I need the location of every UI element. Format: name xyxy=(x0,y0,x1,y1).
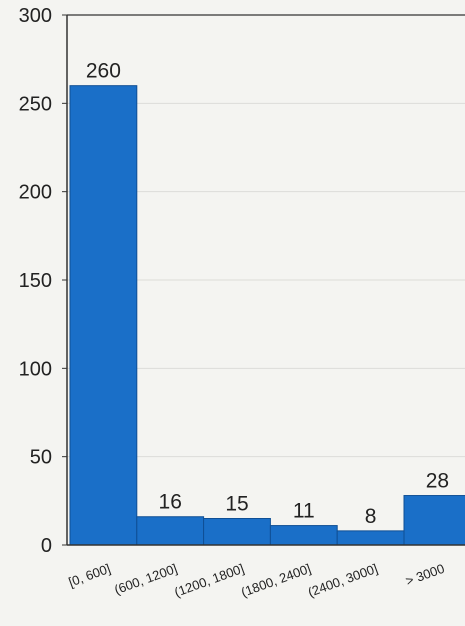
x-category-label: > 3000 xyxy=(404,561,447,589)
bar xyxy=(269,525,338,546)
bar xyxy=(403,495,465,546)
y-tick-label: 150 xyxy=(19,270,52,292)
y-tick-label: 200 xyxy=(19,182,52,204)
bars xyxy=(69,85,465,546)
y-tick-label: 100 xyxy=(19,358,52,380)
x-category-label: (2400, 3000] xyxy=(306,561,380,600)
x-category-label: [0, 600] xyxy=(67,561,113,590)
data-label: 11 xyxy=(293,500,315,523)
data-label: 260 xyxy=(86,60,121,83)
axes xyxy=(62,14,465,546)
x-category-label: (600, 1200] xyxy=(112,561,179,598)
bar xyxy=(203,518,271,546)
data-label: 28 xyxy=(426,470,449,493)
y-tick-label: 300 xyxy=(19,5,52,27)
y-tick-label: 250 xyxy=(19,93,52,115)
bar xyxy=(69,85,138,546)
data-label: 16 xyxy=(159,491,182,514)
y-tick-label: 50 xyxy=(30,447,52,469)
bar xyxy=(336,530,405,546)
x-category-label: (1800, 2400] xyxy=(239,561,313,600)
data-label: 8 xyxy=(365,505,377,528)
data-label: 15 xyxy=(225,493,248,516)
x-category-label: (1200, 1800] xyxy=(172,561,246,600)
y-tick-label: 0 xyxy=(41,535,52,557)
bar xyxy=(136,516,205,546)
